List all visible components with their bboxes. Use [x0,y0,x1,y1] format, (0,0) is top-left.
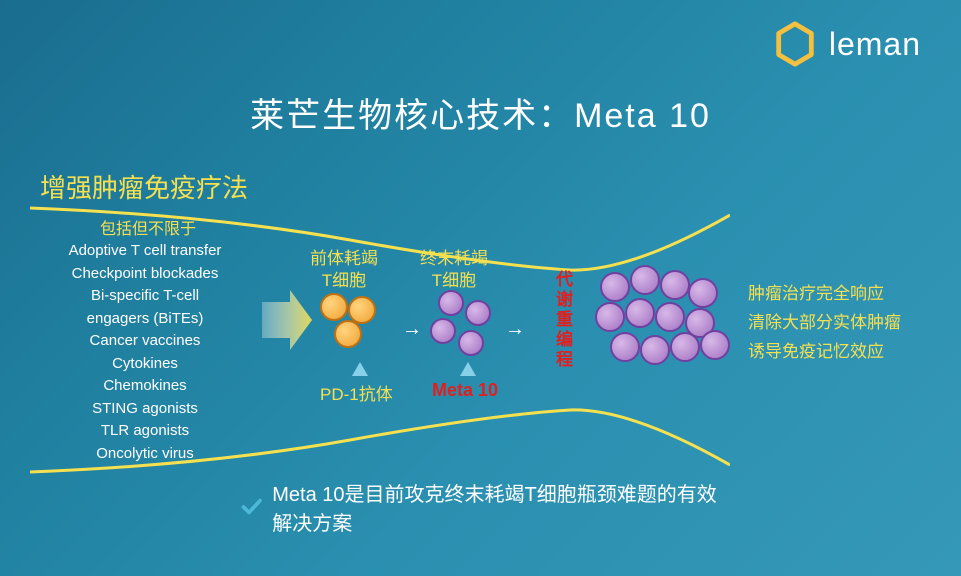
logo-icon [771,20,819,68]
logo: leman [771,20,921,68]
therapy-item: Oncolytic virus [30,443,260,466]
cell-purple [610,332,640,362]
bottom-statement: Meta 10是目前攻克终末耗竭T细胞瓶颈难题的有效解决方案 [240,478,721,536]
therapy-list-header: 包括但不限于 [100,215,196,239]
therapy-item: Checkpoint blockades [30,263,260,286]
cell-purple [430,318,456,344]
triangle-marker-icon [460,362,476,376]
therapy-item: Bi-specific T-cell [30,285,260,308]
cell-purple [700,330,730,360]
arrow-icon: → [505,318,525,341]
therapy-list: Adoptive T cell transferCheckpoint block… [30,240,260,465]
cell-purple [600,272,630,302]
outcome-item: 诱导免疫记忆效应 [748,338,901,367]
cell-purple [595,302,625,332]
cell-purple [688,278,718,308]
bottom-text: Meta 10是目前攻克终末耗竭T细胞瓶颈难题的有效解决方案 [272,478,721,536]
cell-purple [438,290,464,316]
cell-label-terminal: 终末耗竭T细胞 [420,248,488,292]
therapy-item: engagers (BiTEs) [30,308,260,331]
cell-purple [655,302,685,332]
outcomes-list: 肿瘤治疗完全响应清除大部分实体肿瘤诱导免疫记忆效应 [748,280,901,367]
cell-purple [458,330,484,356]
cell-purple [640,335,670,365]
therapy-item: Cancer vaccines [30,330,260,353]
cell-purple [670,332,700,362]
therapy-item: TLR agonists [30,420,260,443]
outcome-item: 肿瘤治疗完全响应 [748,280,901,309]
pd1-label: PD-1抗体 [320,380,393,405]
therapy-item: STING agonists [30,398,260,421]
vertical-text: 代谢重编程 [550,270,575,370]
cell-label-precursor: 前体耗竭T细胞 [310,248,378,292]
therapy-item: Adoptive T cell transfer [30,240,260,263]
cell-orange [334,320,362,348]
triangle-marker-icon [352,362,368,376]
meta10-label: Meta 10 [432,380,498,401]
cell-purple [630,265,660,295]
logo-text: leman [829,26,921,63]
cell-orange [320,293,348,321]
therapy-item: Cytokines [30,353,260,376]
cell-purple [465,300,491,326]
cell-purple [660,270,690,300]
cell-purple [625,298,655,328]
big-arrow-icon [262,290,312,350]
page-title: 莱芒生物核心技术：Meta 10 [250,88,711,137]
therapy-item: Chemokines [30,375,260,398]
outcome-item: 清除大部分实体肿瘤 [748,309,901,338]
subtitle: 增强肿瘤免疫疗法 [40,168,248,205]
check-icon [240,496,262,518]
arrow-icon: → [402,318,422,341]
